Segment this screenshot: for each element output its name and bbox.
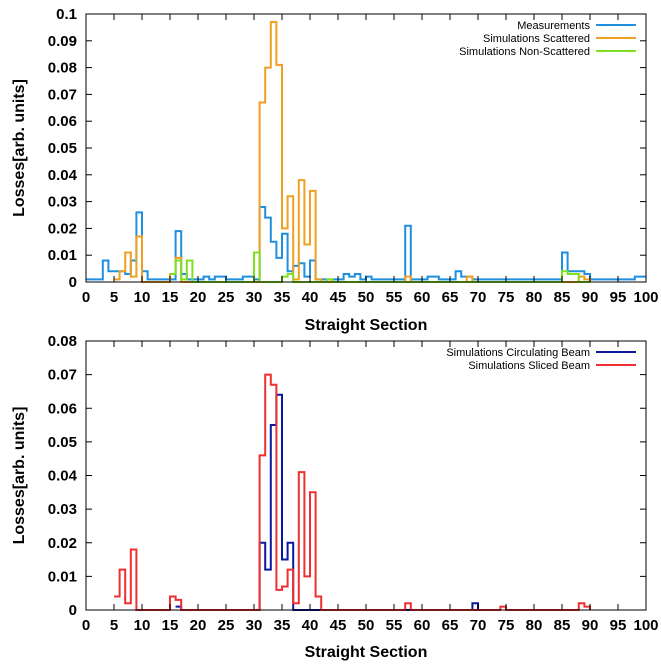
series-1-line (175, 393, 479, 611)
x-tick-label: 100 (633, 289, 658, 306)
x-tick-label: 15 (162, 617, 179, 634)
y-tick-label: 0.1 (56, 6, 77, 23)
x-tick-label: 95 (610, 289, 627, 306)
y-tick-label: 0.03 (48, 501, 77, 518)
x-tick-label: 75 (498, 289, 515, 306)
legend-label: Simulations Sliced Beam (468, 360, 590, 372)
x-tick-label: 10 (134, 617, 151, 634)
series-2-line (114, 373, 591, 611)
series-3-line (170, 251, 590, 283)
x-tick-label: 35 (274, 617, 291, 634)
x-tick-label: 55 (386, 617, 403, 634)
y-tick-label: 0.07 (48, 367, 77, 384)
x-tick-label: 85 (554, 617, 571, 634)
y-axis-label: Losses[arb. units] (11, 407, 28, 545)
x-tick-label: 75 (498, 617, 515, 634)
x-tick-label: 0 (82, 617, 90, 634)
x-tick-label: 45 (330, 617, 347, 634)
y-tick-label: 0.04 (48, 167, 78, 184)
x-tick-label: 100 (633, 617, 658, 634)
y-tick-label: 0.04 (48, 468, 78, 485)
y-tick-label: 0.01 (48, 247, 77, 264)
y-tick-label: 0.07 (48, 86, 77, 103)
x-tick-label: 80 (526, 289, 543, 306)
x-tick-label: 25 (218, 617, 235, 634)
y-tick-label: 0.06 (48, 113, 77, 130)
y-tick-label: 0.03 (48, 194, 77, 211)
chart-2: 0 5 10 15 20 25 30 35 40 45 50 55 60 65 70 75 80 85 90 95 10… (11, 333, 659, 661)
x-tick-label: 15 (162, 289, 179, 306)
y-tick-label: 0.02 (48, 535, 77, 552)
chart-1: 0 5 10 15 20 25 30 35 40 45 50 55 60 65 70 75 80 85 90 95 10… (11, 6, 659, 334)
y-tick-label: 0.05 (48, 434, 77, 451)
x-tick-label: 85 (554, 289, 571, 306)
x-tick-label: 5 (110, 289, 118, 306)
x-tick-label: 45 (330, 289, 347, 306)
plot-frame (85, 340, 647, 611)
legend-label: Simulations Non-Scattered (459, 46, 590, 58)
x-tick-label: 25 (218, 289, 235, 306)
y-tick-label: 0.08 (48, 333, 77, 350)
y-tick-label: 0 (69, 602, 77, 619)
y-tick-label: 0.06 (48, 400, 77, 417)
x-tick-label: 65 (442, 617, 459, 634)
y-tick-label: 0.01 (48, 568, 77, 585)
x-tick-label: 40 (302, 617, 319, 634)
series-1-line (86, 205, 646, 281)
legend: Simulations Circulating BeamSimulations … (446, 347, 636, 372)
x-tick-label: 30 (246, 289, 263, 306)
legend-label: Simulations Scattered (483, 33, 590, 45)
x-tick-label: 70 (470, 617, 487, 634)
y-tick-label: 0.05 (48, 140, 77, 157)
x-tick-label: 30 (246, 617, 263, 634)
x-tick-label: 70 (470, 289, 487, 306)
x-tick-label: 60 (414, 617, 431, 634)
x-axis-label: Straight Section (305, 644, 428, 661)
series-2-line (114, 21, 591, 283)
x-tick-label: 50 (358, 289, 375, 306)
x-tick-label: 55 (386, 289, 403, 306)
x-tick-label: 5 (110, 617, 118, 634)
x-tick-label: 50 (358, 617, 375, 634)
y-tick-label: 0 (69, 274, 77, 291)
legend-label: Measurements (517, 20, 590, 32)
y-tick-label: 0.09 (48, 33, 77, 50)
x-tick-label: 0 (82, 289, 90, 306)
x-tick-label: 40 (302, 289, 319, 306)
x-tick-label: 35 (274, 289, 291, 306)
y-tick-label: 0.02 (48, 220, 77, 237)
x-tick-label: 90 (582, 289, 599, 306)
x-tick-label: 65 (442, 289, 459, 306)
x-tick-label: 60 (414, 289, 431, 306)
x-tick-label: 20 (190, 617, 207, 634)
y-tick-label: 0.08 (48, 60, 77, 77)
y-axis-label: Losses[arb. units] (11, 79, 28, 217)
x-tick-label: 80 (526, 617, 543, 634)
x-tick-label: 10 (134, 289, 151, 306)
x-tick-label: 20 (190, 289, 207, 306)
x-tick-label: 95 (610, 617, 627, 634)
legend-label: Simulations Circulating Beam (446, 347, 590, 359)
x-axis-label: Straight Section (305, 317, 428, 334)
x-tick-label: 90 (582, 617, 599, 634)
